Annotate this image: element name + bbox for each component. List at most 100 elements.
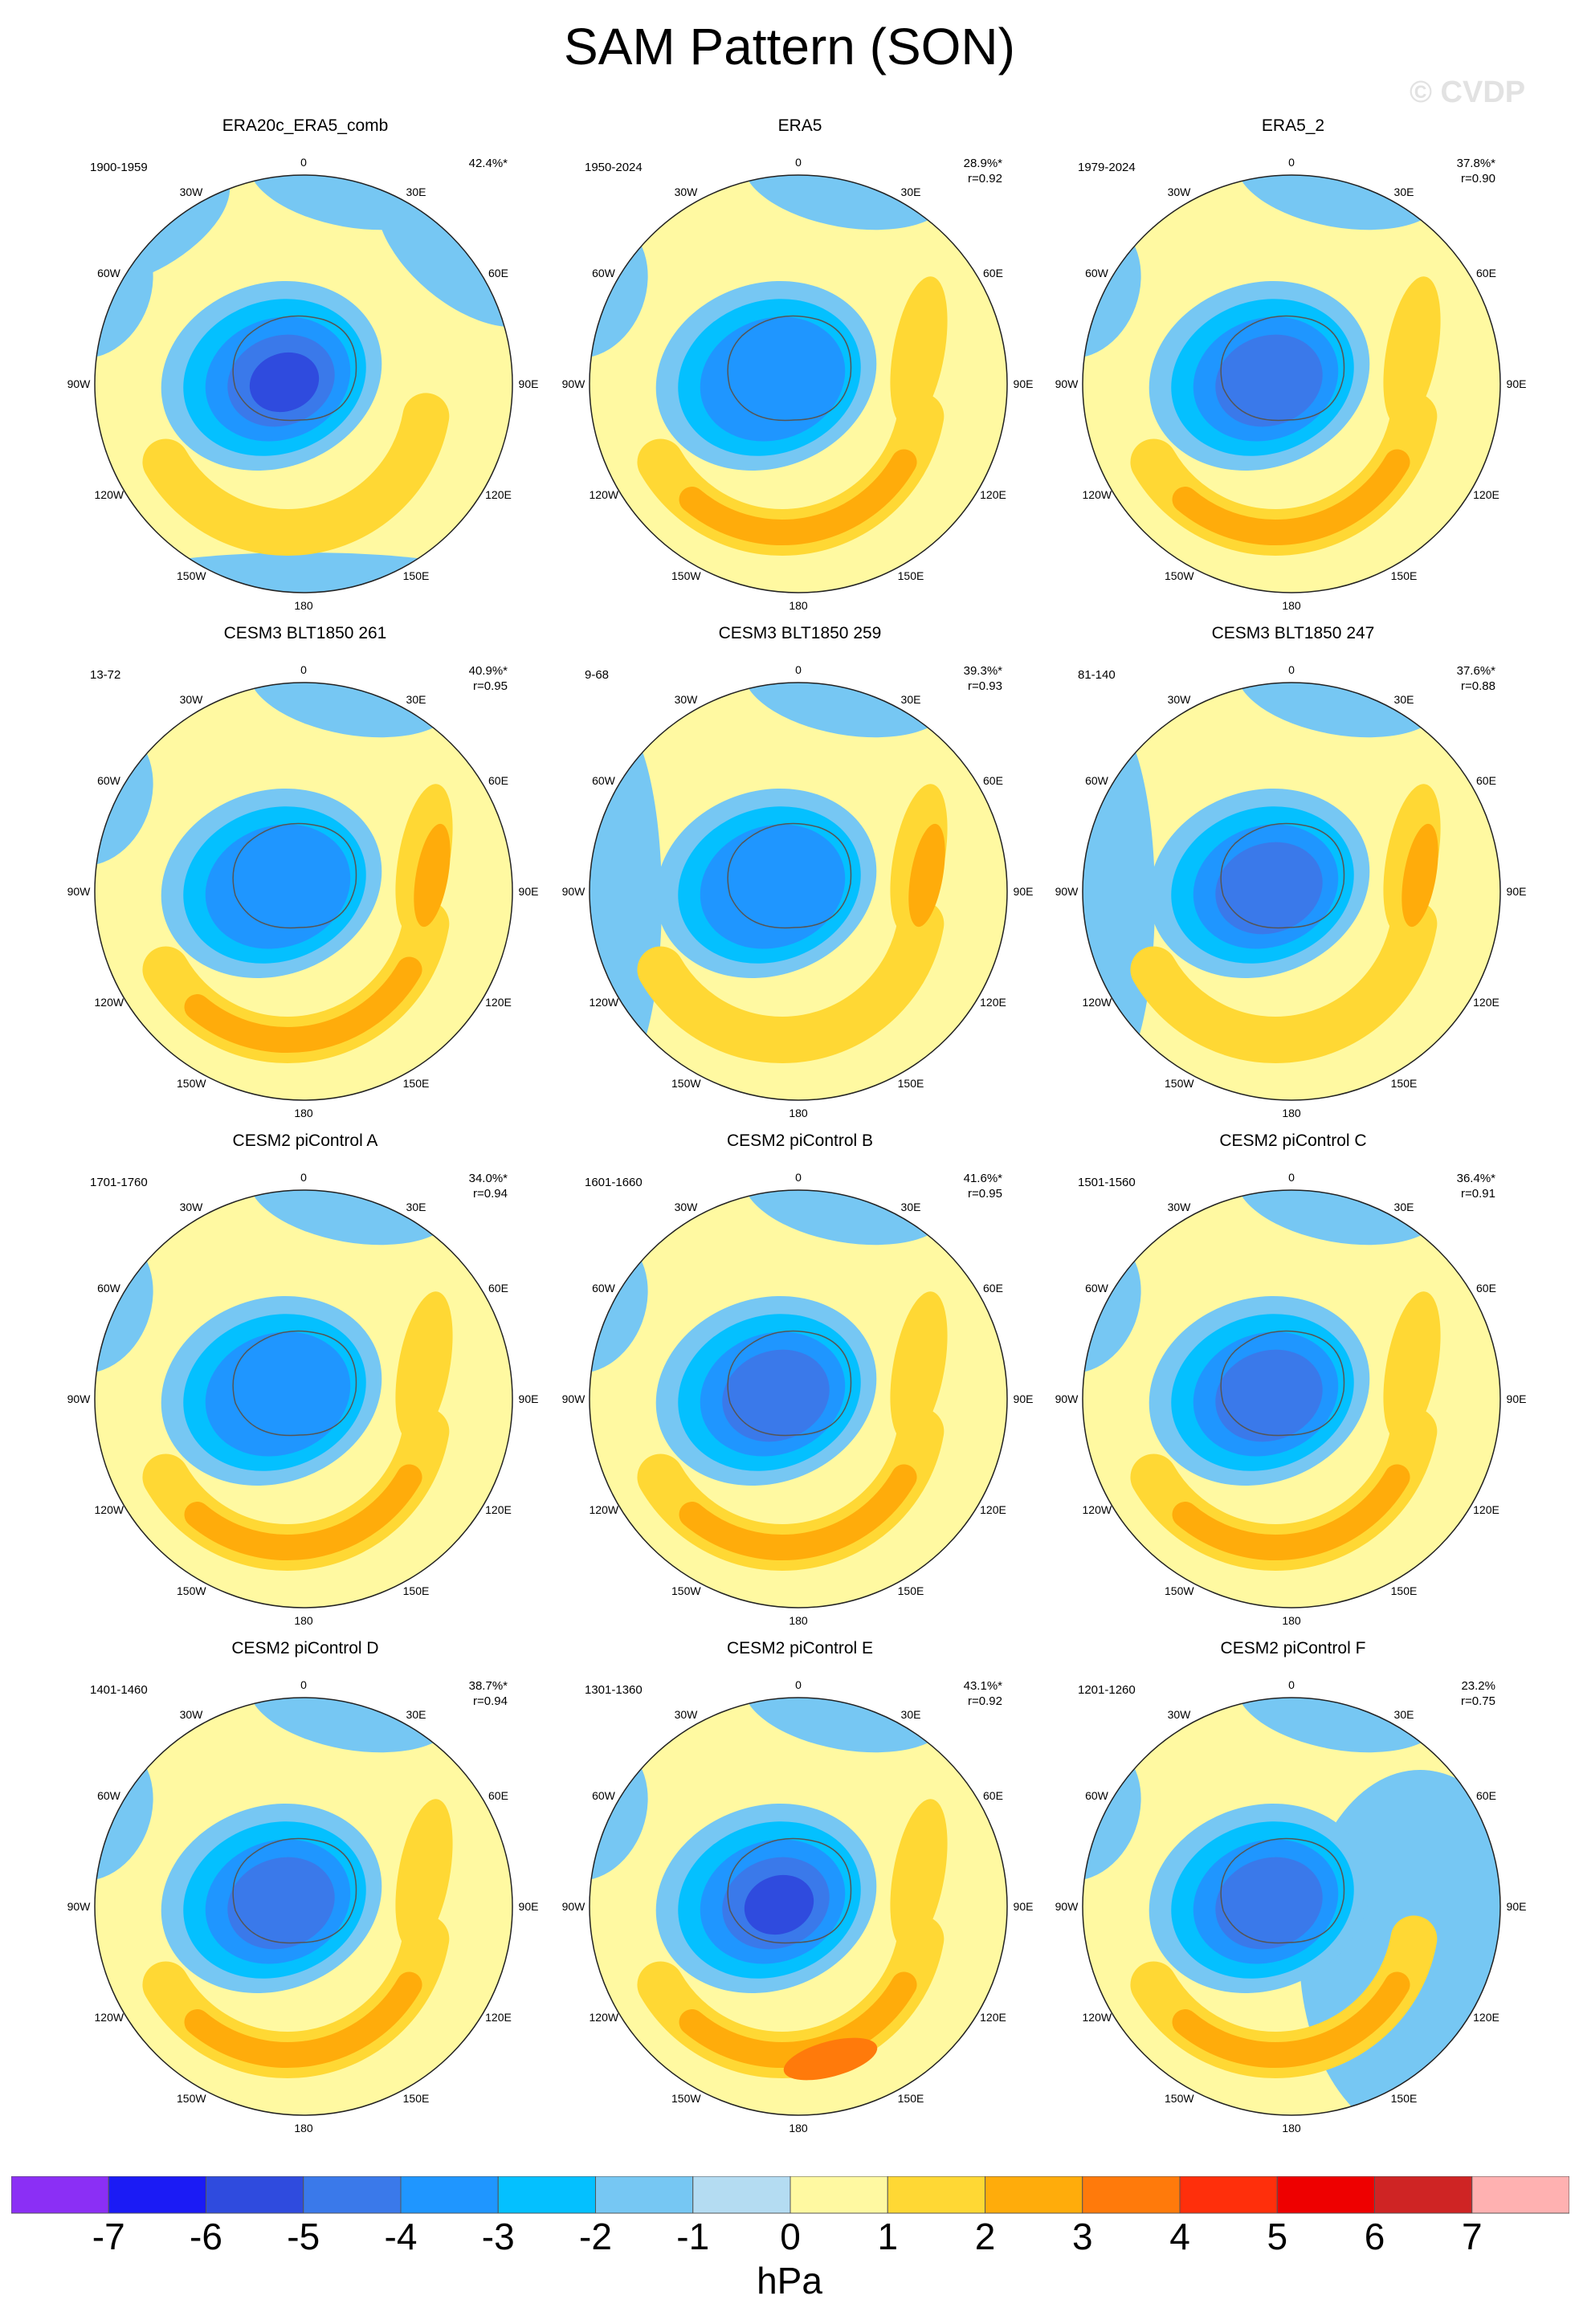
panel-title: CESM2 piControl C	[1219, 1131, 1367, 1150]
longitude-label: 180	[789, 1614, 808, 1627]
longitude-label: 30W	[179, 692, 203, 706]
contour-fill	[184, 1464, 422, 1560]
period-label: 1201-1260	[1078, 1683, 1136, 1697]
colorbar-tick-label: -3	[481, 2216, 515, 2257]
colorbar-segment	[790, 2176, 888, 2214]
longitude-label: 60E	[983, 267, 1003, 279]
longitude-label: 30E	[406, 185, 426, 198]
map-boundary	[1082, 174, 1501, 593]
longitude-label: 60W	[97, 1789, 120, 1802]
longitude-label: 150E	[402, 1584, 430, 1598]
longitude-label: 90E	[1013, 377, 1034, 390]
antarctica-coastline	[232, 315, 357, 422]
pattern-correlation: r=0.94	[473, 1694, 508, 1708]
longitude-label: 180	[789, 1107, 808, 1119]
longitude-label: 60W	[592, 1282, 615, 1295]
contour-fill	[184, 956, 422, 1053]
variance-explained: 37.6%*	[1456, 664, 1495, 678]
map-panel: ERA5 1950-2024 28.9%* r=0.92 0 30E 60E 90E 120E 1…	[551, 116, 1049, 622]
antarctica-coastline	[727, 315, 852, 422]
map-boundary	[589, 1697, 1008, 2116]
longitude-label: 90W	[1055, 377, 1079, 390]
contour-fill	[1383, 276, 1441, 427]
longitude-label: 30W	[179, 1200, 203, 1213]
contour-fill	[1215, 842, 1323, 935]
map-boundary	[94, 682, 513, 1101]
longitude-label: 0	[300, 663, 307, 676]
polar-map	[589, 174, 1008, 593]
colorbar-tick-label: 3	[1071, 2216, 1093, 2257]
longitude-label: 60W	[1085, 774, 1108, 787]
longitude-label: 120W	[1082, 488, 1112, 501]
colorbar-units-label: hPa	[757, 2260, 822, 2302]
longitude-label: 30W	[674, 692, 698, 706]
longitude-label: 180	[294, 1107, 313, 1119]
figure-title: SAM Pattern (SON)	[564, 18, 1015, 75]
longitude-label: 90E	[1506, 1392, 1527, 1405]
longitude-label: 0	[795, 663, 802, 676]
contour-fill	[890, 1291, 948, 1442]
antarctica-coastline	[727, 1837, 852, 1944]
longitude-label: 60W	[1085, 1282, 1108, 1295]
period-label: 1701-1760	[90, 1176, 148, 1189]
longitude-label: 60E	[983, 1789, 1003, 1802]
period-label: 81-140	[1078, 668, 1116, 682]
longitude-label: 30E	[1393, 185, 1414, 198]
longitude-label: 0	[300, 1678, 307, 1691]
longitude-label: 180	[1282, 599, 1301, 612]
polar-map	[589, 1697, 1008, 2116]
pattern-correlation: r=0.92	[968, 1694, 1002, 1708]
contour-fill	[590, 715, 662, 1084]
antarctica-coastline	[232, 822, 357, 929]
longitude-label: 90W	[67, 1900, 91, 1913]
longitude-label: 120E	[980, 2011, 1006, 2024]
contour-fill	[1215, 334, 1323, 427]
period-label: 1950-2024	[585, 161, 643, 174]
longitude-label: 180	[294, 599, 313, 612]
pattern-correlation: r=0.94	[473, 1187, 508, 1201]
longitude-label: 150W	[1165, 1584, 1194, 1598]
longitude-label: 30W	[1167, 692, 1191, 706]
longitude-label: 30E	[900, 692, 921, 706]
colorbar-segment	[108, 2176, 206, 2214]
colorbar-segment	[206, 2176, 304, 2214]
contour-fill	[395, 1291, 453, 1442]
longitude-label: 60E	[983, 1282, 1003, 1295]
longitude-label: 120W	[589, 996, 619, 1009]
pattern-correlation: r=0.75	[1461, 1694, 1495, 1708]
longitude-label: 180	[1282, 1107, 1301, 1119]
longitude-label: 30E	[1393, 1707, 1414, 1721]
longitude-label: 60E	[1476, 1282, 1496, 1295]
longitude-label: 150E	[1390, 1077, 1418, 1091]
longitude-label: 90E	[1013, 1900, 1034, 1913]
longitude-label: 150W	[177, 1077, 206, 1091]
colorbar-tick-label: 5	[1267, 2216, 1288, 2257]
polar-map	[94, 1697, 513, 2116]
polar-map	[589, 682, 1008, 1101]
longitude-label: 90E	[518, 885, 539, 898]
map-boundary	[94, 174, 513, 593]
longitude-label: 30W	[1167, 1707, 1191, 1721]
contour-fill	[1083, 715, 1155, 1084]
longitude-label: 150W	[671, 1584, 701, 1598]
contour-fill	[1383, 1291, 1441, 1442]
longitude-label: 90W	[561, 885, 585, 898]
map-panel: ERA5_2 1979-2024 37.8%* r=0.90 0 30E 60E 90E 120…	[1044, 116, 1542, 622]
polar-map	[94, 682, 513, 1101]
map-boundary	[94, 1697, 513, 2116]
contour-fill	[722, 1349, 830, 1442]
antarctica-coastline	[727, 822, 852, 929]
map-panel: CESM3 BLT1850 261 13-72 40.9%* r=0.95 0 30E 60…	[56, 623, 554, 1129]
longitude-label: 0	[795, 1171, 802, 1184]
contour-fill	[783, 2037, 878, 2081]
longitude-label: 120E	[485, 996, 512, 1009]
panel-title: ERA20c_ERA5_comb	[222, 116, 389, 135]
longitude-label: 150W	[671, 2092, 701, 2106]
longitude-label: 120W	[1082, 996, 1112, 1009]
map-panel: ERA20c_ERA5_comb 1900-1959 42.4%* 0 30E 60E 90…	[56, 116, 554, 622]
map-panel: CESM2 piControl D 1401-1460 38.7%* r=0.94 0 3…	[56, 1638, 554, 2144]
colorbar-segment	[497, 2176, 596, 2214]
longitude-label: 150E	[897, 569, 924, 583]
contour-fill	[744, 1874, 814, 1935]
longitude-label: 180	[294, 1614, 313, 1627]
